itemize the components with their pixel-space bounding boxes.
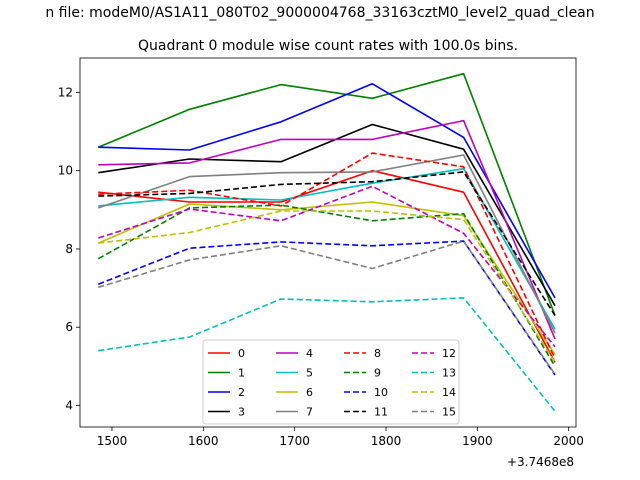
x-tick-label: 1800 — [371, 434, 402, 448]
series-line-14 — [98, 210, 556, 363]
x-tick-label: 1600 — [188, 434, 219, 448]
series-line-8 — [98, 152, 556, 359]
legend-label-3: 3 — [238, 406, 245, 419]
x-axis-offset-label: +3.7468e8 — [507, 455, 574, 469]
series-line-5 — [98, 167, 556, 330]
y-tick-label: 8 — [65, 242, 73, 256]
series-line-7 — [98, 154, 556, 334]
legend-label-5: 5 — [306, 367, 313, 380]
x-tick-label: 1500 — [97, 434, 128, 448]
legend-label-13: 13 — [442, 367, 456, 380]
y-tick-label: 6 — [65, 320, 73, 334]
legend-label-15: 15 — [442, 406, 456, 419]
y-axis: 4 6 8 10 12 — [58, 85, 80, 412]
series-line-1 — [97, 72, 556, 316]
y-tick-label: 12 — [58, 85, 73, 99]
legend-label-2: 2 — [238, 386, 245, 399]
y-tick-label: 10 — [58, 164, 73, 178]
legend-box — [202, 339, 460, 425]
legend-label-6: 6 — [306, 386, 313, 399]
legend-label-10: 10 — [374, 386, 388, 399]
series-line-13 — [98, 297, 556, 412]
figure-suptitle: n file: modeM0/AS1A11_080T02_9000004768_… — [45, 5, 594, 21]
legend-label-14: 14 — [442, 386, 456, 399]
series-line-12 — [98, 185, 556, 348]
legend-label-11: 11 — [374, 406, 388, 419]
legend-label-1: 1 — [238, 367, 245, 380]
legend-label-8: 8 — [374, 347, 381, 360]
series-line-10 — [98, 240, 556, 376]
x-tick-label: 1700 — [279, 434, 310, 448]
legend-label-7: 7 — [306, 406, 313, 419]
axes-frame — [79, 57, 577, 428]
series-line-9 — [97, 204, 556, 367]
legend-label-0: 0 — [238, 347, 245, 360]
legend-label-12: 12 — [442, 347, 456, 360]
y-tick-label: 4 — [65, 398, 73, 412]
series-line-11 — [98, 171, 556, 316]
series-line-4 — [98, 119, 556, 340]
series-layer — [97, 72, 556, 412]
x-tick-label: 2000 — [553, 434, 584, 448]
x-axis: 1500 1600 1700 1800 1900 2000 — [97, 427, 584, 448]
chart-title: Quadrant 0 module wise count rates with … — [138, 38, 518, 54]
series-line-3 — [98, 123, 556, 307]
series-line-0 — [98, 169, 556, 363]
series-line-2 — [98, 83, 556, 299]
series-line-15 — [98, 240, 556, 375]
legend-label-4: 4 — [306, 347, 313, 360]
legend-label-9: 9 — [374, 367, 381, 380]
x-tick-label: 1900 — [462, 434, 493, 448]
